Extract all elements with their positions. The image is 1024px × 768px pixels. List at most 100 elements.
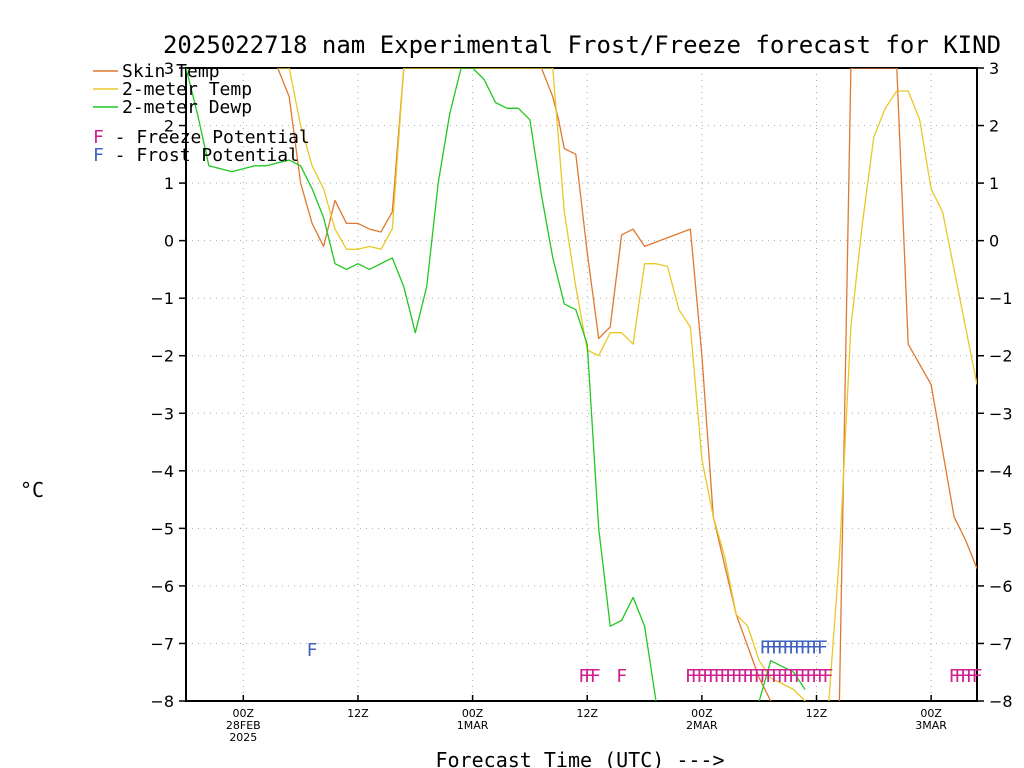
y-tick-label-right: −6	[989, 577, 1013, 596]
frost-potential-marker: F	[800, 637, 811, 658]
frost-potential-marker: F	[759, 637, 770, 658]
grid-lines	[186, 68, 977, 701]
y-tick-label-right: 1	[989, 174, 999, 193]
y-tick-label-right: 3	[989, 59, 999, 78]
x-tick-label: 3MAR	[915, 719, 947, 732]
y-tick-label-right: 0	[989, 232, 999, 251]
legend-marker-glyph: F	[93, 145, 104, 166]
freeze-potential-marker: F	[714, 666, 725, 687]
frost-potential-marker: F	[788, 637, 799, 658]
freeze-potential-marker: F	[696, 666, 707, 687]
x-tick-label: 2025	[229, 731, 257, 744]
freeze-potential-marker: F	[748, 666, 759, 687]
frost-potential-marker: F	[794, 637, 805, 658]
freeze-potential-marker: F	[578, 666, 589, 687]
axes: 3 3 2 2 1 1 0 0 −1 −1 −2 −2 −3 −3 −4 −4 −5 −5 −6 −6 −7 −7 −8 −8…	[150, 59, 1012, 744]
frost-potential-marker: F	[307, 640, 318, 661]
y-tick-label-left: 0	[164, 232, 174, 251]
y-tick-label-left: 1	[164, 174, 174, 193]
legend-marker-entry: F - Freeze Potential	[93, 127, 310, 148]
data-series	[186, 68, 977, 701]
y-tick-label-left: −5	[150, 519, 174, 538]
series-line-0	[277, 68, 977, 701]
series-line-2	[186, 68, 657, 701]
freeze-potential-marker: F	[737, 666, 748, 687]
freeze-potential-marker: F	[972, 666, 983, 687]
y-tick-label-right: −4	[989, 462, 1013, 481]
legend-marker-entry: F - Frost Potential	[93, 145, 299, 166]
y-tick-label-right: −2	[989, 347, 1013, 366]
frost-potential-marker: F	[765, 637, 776, 658]
y-tick-label-left: −6	[150, 577, 174, 596]
freeze-potential-marker: F	[616, 666, 627, 687]
freeze-potential-marker: F	[782, 666, 793, 687]
y-tick-label-right: −1	[989, 289, 1013, 308]
y-tick-label-left: −3	[150, 404, 174, 423]
x-tick-label: 1MAR	[457, 719, 489, 732]
legend-marker-label: - Frost Potential	[104, 145, 299, 166]
y-tick-label-right: −5	[989, 519, 1013, 538]
legend-marker-label: - Freeze Potential	[104, 127, 310, 148]
plot-frame	[185, 67, 978, 702]
x-tick-label: 12Z	[576, 707, 598, 720]
x-tick-label: 12Z	[806, 707, 828, 720]
frost-potential-marker: F	[805, 637, 816, 658]
legend-marker-glyph: F	[93, 127, 104, 148]
freeze-potential-marker: F	[590, 666, 601, 687]
x-tick-label: 2MAR	[686, 719, 718, 732]
y-tick-label-left: −8	[150, 692, 174, 711]
frost-potential-marker: F	[811, 637, 822, 658]
x-axis-title: Forecast Time (UTC) --->	[436, 748, 725, 768]
freeze-potential-marker: F	[771, 666, 782, 687]
freeze-potential-marker: F	[702, 666, 713, 687]
series-line-1	[277, 68, 977, 701]
x-tick-label: 00Z	[233, 707, 255, 720]
y-axis-title: °C	[20, 478, 44, 502]
y-tick-label-left: −2	[150, 347, 174, 366]
freeze-potential-marker: F	[759, 666, 770, 687]
x-tick-label: 00Z	[691, 707, 713, 720]
y-tick-label-right: 2	[989, 117, 999, 136]
freeze-potential-marker: F	[584, 666, 595, 687]
freeze-potential-marker: F	[949, 666, 960, 687]
freeze-potential-marker: F	[742, 666, 753, 687]
legend-label: 2-meter Temp	[122, 79, 252, 100]
x-tick-label: 00Z	[920, 707, 942, 720]
freeze-potential-marker: F	[960, 666, 971, 687]
freeze-potential-marker: F	[823, 666, 834, 687]
y-tick-label-left: −4	[150, 462, 174, 481]
x-tick-label: 12Z	[347, 707, 369, 720]
y-tick-label-right: −3	[989, 404, 1013, 423]
y-tick-label-right: −7	[989, 634, 1013, 653]
y-tick-label-left: 2	[164, 117, 174, 136]
frost-potential-marker: F	[771, 637, 782, 658]
freeze-potential-marker: F	[725, 666, 736, 687]
legend-label: Skin Temp	[122, 61, 220, 82]
y-tick-label-left: −1	[150, 289, 174, 308]
freeze-potential-marker: F	[811, 666, 822, 687]
y-tick-label-left: 3	[164, 59, 174, 78]
y-tick-label-left: −7	[150, 634, 174, 653]
freeze-potential-marker: F	[817, 666, 828, 687]
frost-potential-marker: F	[777, 637, 788, 658]
freeze-potential-marker: F	[794, 666, 805, 687]
freeze-potential-marker: F	[754, 666, 765, 687]
freeze-potential-marker: F	[954, 666, 965, 687]
freeze-potential-marker: F	[708, 666, 719, 687]
series-line-3	[758, 660, 806, 701]
freeze-potential-marker: F	[719, 666, 730, 687]
freeze-potential-marker: F	[805, 666, 816, 687]
freeze-potential-marker: F	[765, 666, 776, 687]
frost-potential-marker: F	[817, 637, 828, 658]
freeze-potential-marker: F	[966, 666, 977, 687]
freeze-potential-marker: F	[800, 666, 811, 687]
freeze-potential-marker: F	[777, 666, 788, 687]
freeze-potential-marker: F	[731, 666, 742, 687]
freeze-potential-marker: F	[685, 666, 696, 687]
chart-title: 2025022718 nam Experimental Frost/Freeze…	[163, 31, 1001, 59]
y-tick-label-right: −8	[989, 692, 1013, 711]
freeze-potential-marker: F	[788, 666, 799, 687]
